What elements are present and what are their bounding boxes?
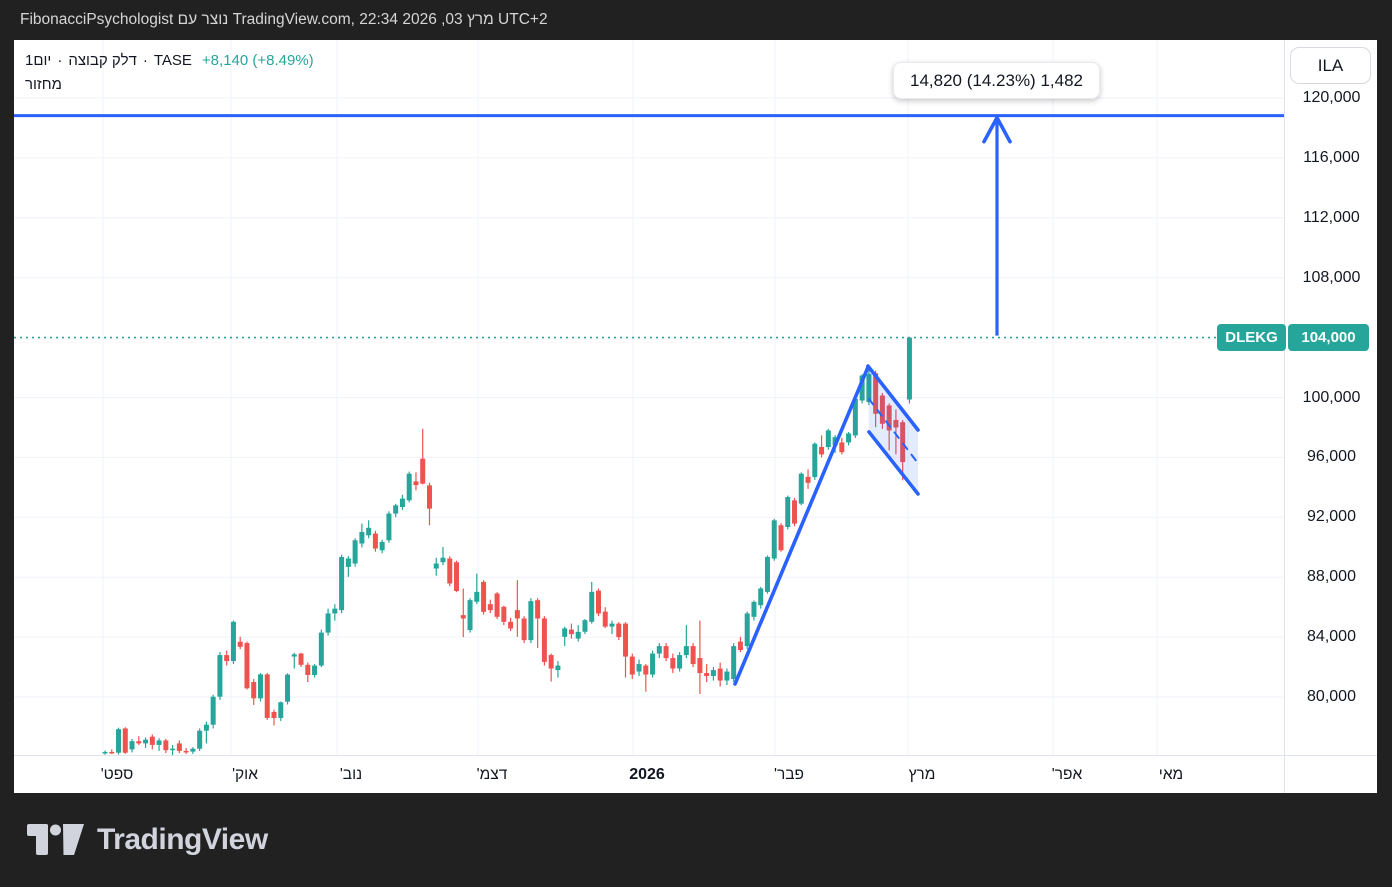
- symbol-legend: 1יום · דלק קבוצה · TASE +8,140 (+8.49%) …: [25, 52, 314, 93]
- price-tick-label: 92,000: [1307, 508, 1356, 526]
- time-tick-label: אוק': [232, 765, 258, 783]
- time-tick-label: ספט': [100, 765, 134, 783]
- time-axis[interactable]: ספט' אוק' נוב' דצמ' 2026 פבר' מרץ אפר' מאי: [14, 755, 1377, 793]
- time-tick-label: פבר': [774, 765, 804, 783]
- time-tick-label: דצמ': [476, 765, 508, 783]
- footer-bar: TradingView: [0, 793, 1392, 887]
- price-tick-label: 112,000: [1303, 208, 1360, 226]
- price-tick-label: 108,000: [1302, 268, 1361, 286]
- time-tick-label: אפר': [1051, 765, 1083, 783]
- last-price-symbol-badge: DLEKG: [1217, 324, 1286, 352]
- price-axis[interactable]: ILA 120,000 116,000 112,000 108,000 100,000 9…: [1284, 40, 1377, 755]
- chart-plot[interactable]: 1יום · דלק קבוצה · TASE +8,140 (+8.49%) …: [14, 40, 1284, 755]
- exchange-label[interactable]: TASE: [153, 52, 192, 69]
- legend-separator: ·: [142, 52, 148, 69]
- price-tick-label: 116,000: [1303, 148, 1360, 166]
- price-tick-label: 100,000: [1302, 388, 1361, 406]
- time-tick-label: מרץ: [908, 765, 936, 783]
- measurement-tooltip: 14,820 (14.23%) 1,482: [893, 62, 1100, 99]
- candlestick-chart[interactable]: [14, 40, 1284, 755]
- interval-label[interactable]: 1יום: [25, 52, 52, 69]
- price-tick-label: 88,000: [1307, 568, 1356, 586]
- time-tick-label: 2026: [629, 765, 665, 783]
- last-price-value: 104,000: [1301, 329, 1356, 347]
- time-tick-label: מאי: [1158, 765, 1184, 783]
- price-tick-label: 80,000: [1307, 688, 1356, 705]
- currency-badge[interactable]: ILA: [1290, 47, 1371, 84]
- last-price-badge: 104,000: [1288, 324, 1369, 352]
- tradingview-brand-text: TradingView: [97, 823, 268, 856]
- watermark-text: FibonacciPsychologist נוצר עם TradingVie…: [20, 11, 548, 28]
- price-tick-label: 84,000: [1307, 628, 1356, 646]
- price-change: +8,140 (+8.49%): [201, 52, 314, 69]
- legend-separator: ·: [57, 52, 63, 69]
- price-tick-label: 96,000: [1307, 448, 1356, 466]
- time-tick-label: נוב': [339, 765, 363, 783]
- currency-label: ILA: [1317, 55, 1344, 75]
- volume-label[interactable]: מחזור: [25, 76, 62, 93]
- tradingview-logo-icon: [27, 824, 84, 855]
- watermark-bar: FibonacciPsychologist נוצר עם TradingVie…: [0, 0, 1392, 40]
- measurement-text: 14,820 (14.23%) 1,482: [910, 70, 1083, 90]
- axis-corner-divider: [1284, 755, 1285, 793]
- price-tick-label: 120,000: [1302, 89, 1361, 106]
- chart-card: 1יום · דלק קבוצה · TASE +8,140 (+8.49%) …: [14, 40, 1377, 793]
- symbol-ticker: DLEKG: [1225, 329, 1278, 347]
- symbol-name[interactable]: דלק קבוצה: [68, 52, 137, 69]
